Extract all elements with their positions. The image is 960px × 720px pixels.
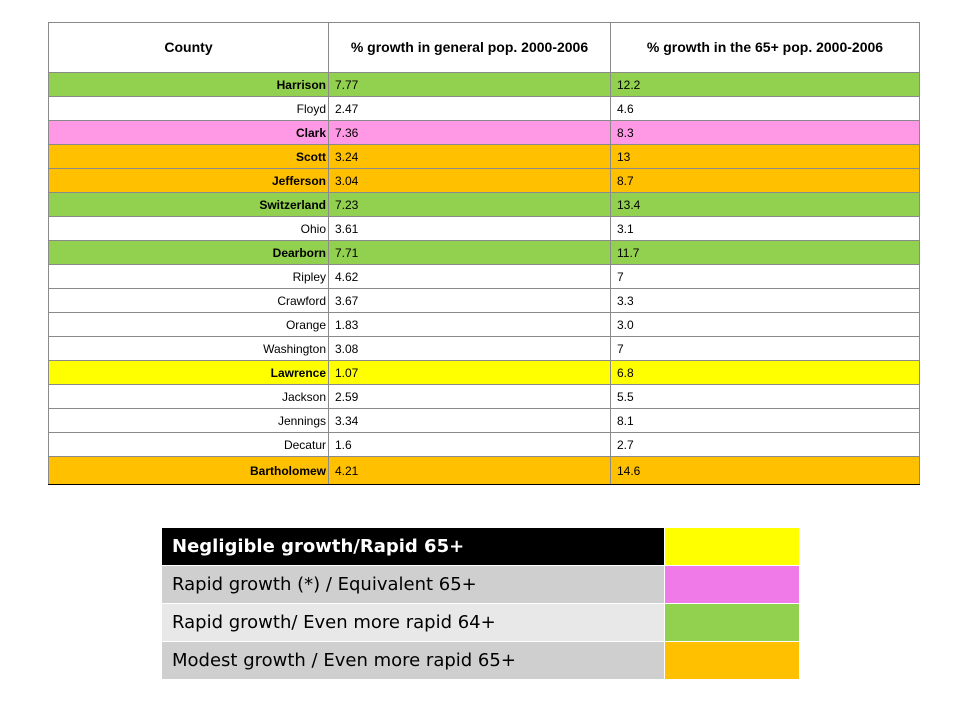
general-growth-cell: 7.36: [328, 120, 611, 145]
senior-growth-cell: 8.7: [610, 168, 920, 193]
table-row: Ripley 4.62 7: [48, 264, 920, 289]
senior-growth-cell: 4.6: [610, 96, 920, 121]
table-header-row: County % growth in general pop. 2000-200…: [48, 22, 920, 73]
senior-growth-cell: 5.5: [610, 384, 920, 409]
general-growth-cell: 7.71: [328, 240, 611, 265]
table-row: Jackson 2.59 5.5: [48, 384, 920, 409]
county-cell: Harrison: [48, 72, 329, 97]
table-body: Harrison 7.77 12.2 Floyd 2.47 4.6 Clark 7.36 8.3…: [48, 72, 920, 485]
general-growth-cell: 7.77: [328, 72, 611, 97]
table-row: Ohio 3.61 3.1: [48, 216, 920, 241]
legend-item: Rapid growth (*) / Equivalent 65+: [161, 565, 800, 604]
legend-color-swatch: [664, 565, 800, 604]
table-row: Lawrence 1.07 6.8: [48, 360, 920, 385]
table-row: Washington 3.08 7: [48, 336, 920, 361]
general-growth-cell: 2.47: [328, 96, 611, 121]
senior-growth-cell: 3.1: [610, 216, 920, 241]
county-cell: Ripley: [48, 264, 329, 289]
county-cell: Floyd: [48, 96, 329, 121]
senior-growth-cell: 13: [610, 144, 920, 169]
senior-growth-cell: 7: [610, 264, 920, 289]
senior-growth-cell: 14.6: [610, 456, 920, 485]
legend-color-swatch: [664, 603, 800, 642]
county-cell: Switzerland: [48, 192, 329, 217]
senior-growth-cell: 8.1: [610, 408, 920, 433]
general-growth-cell: 3.34: [328, 408, 611, 433]
general-growth-cell: 4.21: [328, 456, 611, 485]
legend-item: Modest growth / Even more rapid 65+: [161, 641, 800, 680]
table-row: Floyd 2.47 4.6: [48, 96, 920, 121]
legend-label: Rapid growth/ Even more rapid 64+: [161, 603, 665, 642]
county-cell: Clark: [48, 120, 329, 145]
header-general-growth: % growth in general pop. 2000-2006: [328, 22, 611, 73]
legend-color-swatch: [664, 527, 800, 566]
table-row: Jefferson 3.04 8.7: [48, 168, 920, 193]
county-cell: Jackson: [48, 384, 329, 409]
county-cell: Bartholomew: [48, 456, 329, 485]
county-cell: Jennings: [48, 408, 329, 433]
county-cell: Jefferson: [48, 168, 329, 193]
general-growth-cell: 3.24: [328, 144, 611, 169]
general-growth-cell: 3.67: [328, 288, 611, 313]
senior-growth-cell: 12.2: [610, 72, 920, 97]
general-growth-cell: 1.07: [328, 360, 611, 385]
table-row: Scott 3.24 13: [48, 144, 920, 169]
table-row: Bartholomew 4.21 14.6: [48, 456, 920, 485]
legend-label: Modest growth / Even more rapid 65+: [161, 641, 665, 680]
table-row: Orange 1.83 3.0: [48, 312, 920, 337]
county-growth-table: County % growth in general pop. 2000-200…: [48, 22, 920, 485]
senior-growth-cell: 6.8: [610, 360, 920, 385]
header-county: County: [48, 22, 329, 73]
table-row: Clark 7.36 8.3: [48, 120, 920, 145]
table-row: Harrison 7.77 12.2: [48, 72, 920, 97]
county-cell: Lawrence: [48, 360, 329, 385]
senior-growth-cell: 11.7: [610, 240, 920, 265]
table-row: Jennings 3.34 8.1: [48, 408, 920, 433]
general-growth-cell: 3.08: [328, 336, 611, 361]
senior-growth-cell: 13.4: [610, 192, 920, 217]
header-senior-growth: % growth in the 65+ pop. 2000-2006: [610, 22, 920, 73]
legend-color-swatch: [664, 641, 800, 680]
table-row: Decatur 1.6 2.7: [48, 432, 920, 457]
general-growth-cell: 1.83: [328, 312, 611, 337]
legend-label: Negligible growth/Rapid 65+: [161, 527, 665, 566]
county-cell: Washington: [48, 336, 329, 361]
county-cell: Ohio: [48, 216, 329, 241]
general-growth-cell: 3.04: [328, 168, 611, 193]
county-cell: Dearborn: [48, 240, 329, 265]
legend-item: Rapid growth/ Even more rapid 64+: [161, 603, 800, 642]
county-cell: Scott: [48, 144, 329, 169]
county-cell: Crawford: [48, 288, 329, 313]
legend-label: Rapid growth (*) / Equivalent 65+: [161, 565, 665, 604]
senior-growth-cell: 3.3: [610, 288, 920, 313]
senior-growth-cell: 7: [610, 336, 920, 361]
general-growth-cell: 3.61: [328, 216, 611, 241]
general-growth-cell: 7.23: [328, 192, 611, 217]
general-growth-cell: 1.6: [328, 432, 611, 457]
table-row: Dearborn 7.71 11.7: [48, 240, 920, 265]
general-growth-cell: 4.62: [328, 264, 611, 289]
senior-growth-cell: 3.0: [610, 312, 920, 337]
county-cell: Decatur: [48, 432, 329, 457]
color-legend: Negligible growth/Rapid 65+ Rapid growth …: [161, 527, 800, 680]
county-cell: Orange: [48, 312, 329, 337]
senior-growth-cell: 2.7: [610, 432, 920, 457]
legend-item: Negligible growth/Rapid 65+: [161, 527, 800, 566]
general-growth-cell: 2.59: [328, 384, 611, 409]
table-row: Switzerland 7.23 13.4: [48, 192, 920, 217]
table-row: Crawford 3.67 3.3: [48, 288, 920, 313]
senior-growth-cell: 8.3: [610, 120, 920, 145]
